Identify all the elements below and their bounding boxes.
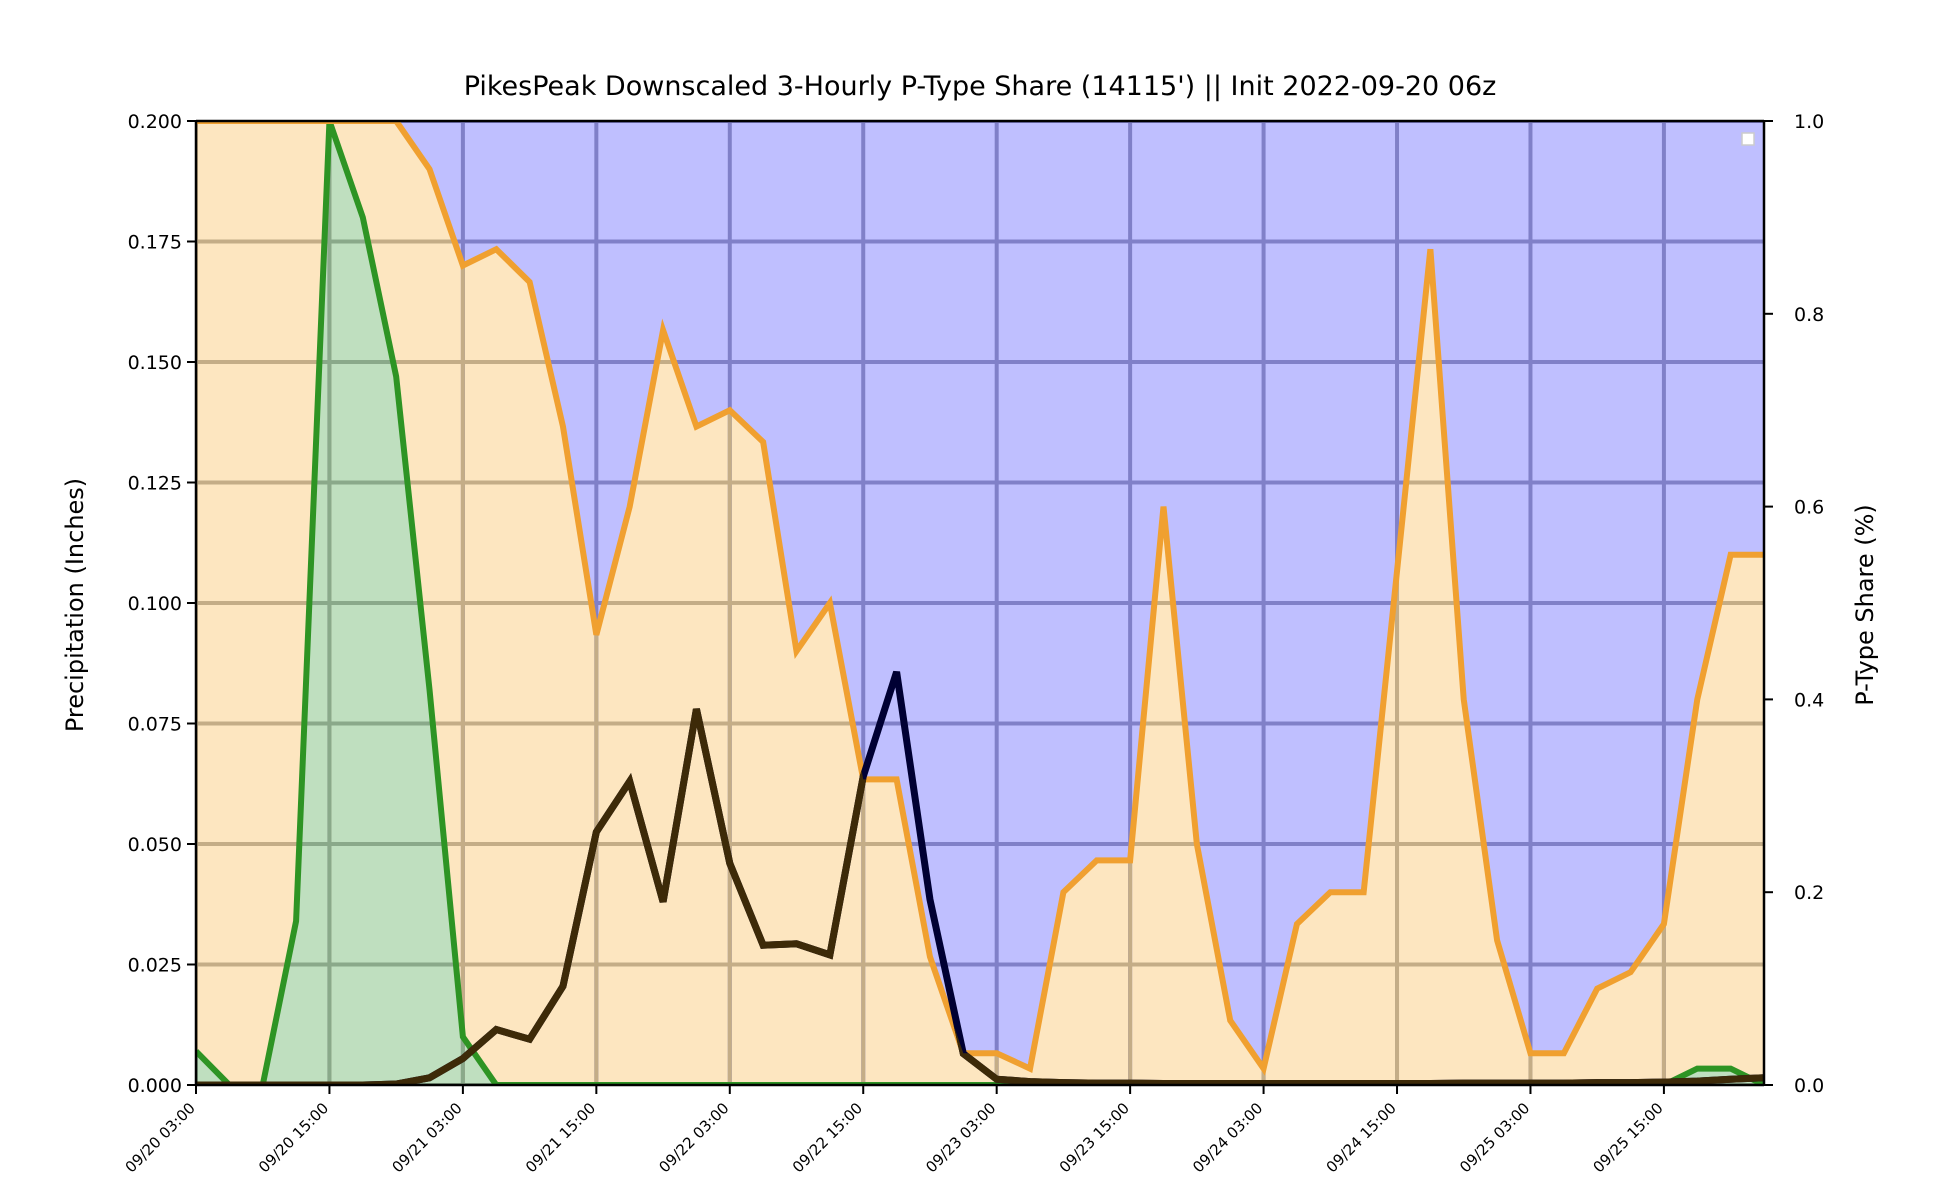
y-axis-label-right: P-Type Share (%) [1851,504,1879,706]
y-tick-label-left: 0.200 [128,111,182,133]
x-tick-label: 09/21 15:00 [522,1099,599,1176]
y-axis-label-left: Precipitation (Inches) [61,478,89,732]
y-tick-label-right: 1.0 [1794,111,1824,133]
y-tick-label-left: 0.175 [128,232,182,254]
x-tick-label: 09/25 03:00 [1456,1099,1533,1176]
x-tick-label: 09/25 15:00 [1590,1099,1667,1176]
x-tick-label: 09/21 03:00 [388,1099,465,1176]
rain-share-area [196,121,1764,1085]
y-tick-label-right: 0.8 [1794,304,1824,326]
y-tick-label-right: 0.6 [1794,497,1824,519]
y-tick-label-left: 0.100 [128,593,182,615]
x-tick-label: 09/24 03:00 [1189,1099,1266,1176]
y-tick-label-right: 0.0 [1794,1075,1824,1097]
y-tick-label-left: 0.125 [128,473,182,495]
x-tick-label: 09/23 03:00 [922,1099,999,1176]
y-tick-label-left: 0.075 [128,714,182,736]
series-line-rain-share [196,121,1764,1085]
series-line-mix-share [196,121,1764,1076]
x-tick-label: 09/20 03:00 [122,1099,199,1176]
y-tick-label-left: 0.150 [128,352,182,374]
x-tick-label: 09/24 15:00 [1323,1099,1400,1176]
x-tick-label: 09/20 15:00 [255,1099,332,1176]
x-tick-label: 09/22 03:00 [655,1099,732,1176]
series-line-precipitation-mix-segment [196,670,1764,1085]
y-tick-label-left: 0.025 [128,955,182,977]
y-tick-label-right: 0.4 [1794,689,1824,711]
x-tick-label: 09/22 15:00 [789,1099,866,1176]
y-tick-label-left: 0.000 [128,1075,182,1097]
y-tick-label-left: 0.050 [128,834,182,856]
chart-title: PikesPeak Downscaled 3-Hourly P-Type Sha… [464,71,1497,102]
legend-box [1741,132,1755,146]
x-tick-label: 09/23 15:00 [1056,1099,1133,1176]
y-tick-label-right: 0.2 [1794,882,1824,904]
